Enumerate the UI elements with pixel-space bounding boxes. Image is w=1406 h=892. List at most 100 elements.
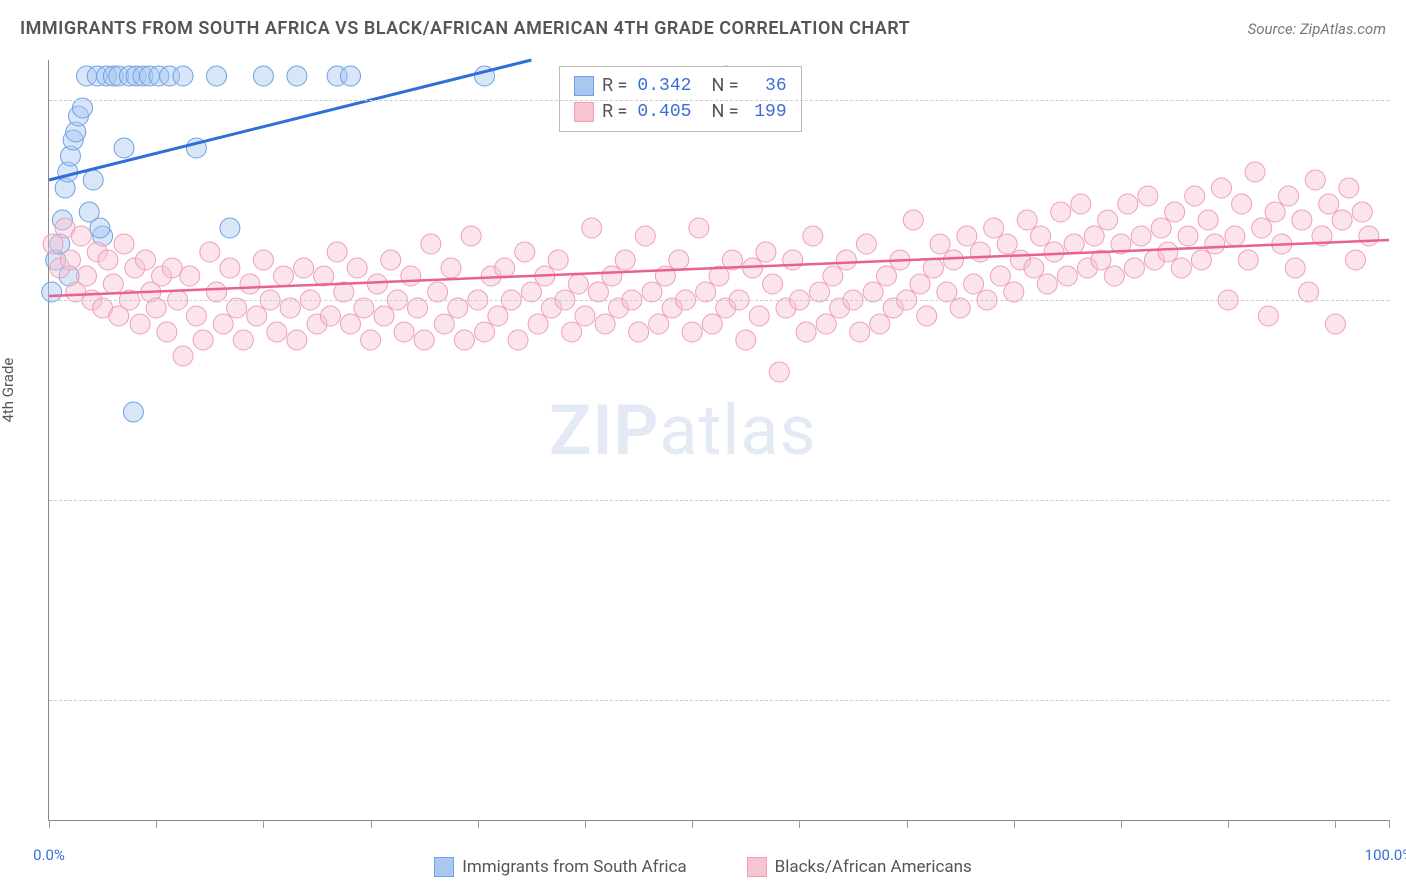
data-point: [950, 298, 970, 318]
data-point: [702, 314, 722, 334]
data-point: [528, 314, 548, 334]
data-point: [682, 322, 702, 342]
data-point: [341, 66, 361, 86]
data-point: [749, 306, 769, 326]
data-point: [756, 242, 776, 262]
x-tick: [799, 820, 800, 828]
x-tick: [692, 820, 693, 828]
data-point: [548, 250, 568, 270]
data-point: [207, 282, 227, 302]
data-point: [401, 266, 421, 286]
data-point: [253, 250, 273, 270]
data-point: [937, 282, 957, 302]
x-tick: [1014, 820, 1015, 828]
y-tick-label: 97.5%: [1394, 291, 1406, 309]
data-point: [1165, 202, 1185, 222]
data-point: [454, 330, 474, 350]
legend-label: Blacks/African Americans: [775, 857, 972, 877]
bottom-legend-item: Immigrants from South Africa: [434, 857, 686, 877]
data-point: [103, 274, 123, 294]
data-point: [180, 266, 200, 286]
data-point: [1017, 210, 1037, 230]
data-point: [816, 314, 836, 334]
x-tick: [263, 820, 264, 828]
data-point: [1205, 234, 1225, 254]
data-point: [42, 282, 62, 302]
data-point: [1359, 226, 1379, 246]
data-point: [970, 242, 990, 262]
data-point: [320, 306, 340, 326]
data-point: [736, 330, 756, 350]
data-point: [123, 402, 143, 422]
data-point: [642, 282, 662, 302]
chart-container: IMMIGRANTS FROM SOUTH AFRICA VS BLACK/AF…: [0, 0, 1406, 892]
data-point: [649, 314, 669, 334]
legend-r-label: R =: [602, 73, 627, 99]
data-point: [434, 314, 454, 334]
data-point: [220, 218, 240, 238]
data-point: [1232, 194, 1252, 214]
data-point: [602, 266, 622, 286]
data-point: [98, 250, 118, 270]
data-point: [274, 266, 294, 286]
data-point: [421, 234, 441, 254]
stats-legend: R =0.342N =36R =0.405N =199: [559, 66, 802, 132]
data-point: [253, 66, 273, 86]
data-point: [1332, 210, 1352, 230]
data-point: [77, 266, 97, 286]
data-point: [461, 226, 481, 246]
data-point: [1118, 194, 1138, 214]
data-point: [1064, 234, 1084, 254]
data-point: [1031, 226, 1051, 246]
legend-swatch: [747, 857, 767, 877]
plot-svg: [49, 60, 1389, 820]
data-point: [146, 298, 166, 318]
x-tick: [1389, 820, 1390, 828]
data-point: [381, 250, 401, 270]
data-point: [1131, 226, 1151, 246]
data-point: [823, 266, 843, 286]
data-point: [877, 266, 897, 286]
data-point: [240, 274, 260, 294]
data-point: [910, 274, 930, 294]
data-point: [568, 274, 588, 294]
x-tick: [49, 820, 50, 828]
data-point: [796, 322, 816, 342]
data-point: [1024, 258, 1044, 278]
gridline: [49, 500, 1389, 501]
data-point: [267, 322, 287, 342]
data-point: [173, 346, 193, 366]
data-point: [1325, 314, 1345, 334]
legend-n-value: 36: [747, 73, 787, 99]
data-point: [173, 66, 193, 86]
data-point: [1198, 210, 1218, 230]
data-point: [280, 298, 300, 318]
data-point: [669, 250, 689, 270]
data-point: [1178, 226, 1198, 246]
plot-area: ZIPatlas R =0.342N =36R =0.405N =199 92.…: [48, 60, 1389, 821]
data-point: [341, 314, 361, 334]
data-point: [588, 282, 608, 302]
data-point: [1084, 226, 1104, 246]
data-point: [130, 314, 150, 334]
legend-r-label: R =: [602, 99, 627, 125]
data-point: [629, 322, 649, 342]
data-point: [1104, 266, 1124, 286]
data-point: [1158, 242, 1178, 262]
legend-row: R =0.342N =36: [574, 73, 787, 99]
data-point: [635, 226, 655, 246]
data-point: [408, 298, 428, 318]
data-point: [73, 98, 93, 118]
data-point: [220, 258, 240, 278]
data-point: [1004, 282, 1024, 302]
data-point: [1037, 274, 1057, 294]
data-point: [367, 274, 387, 294]
legend-n-label: N =: [711, 99, 738, 125]
data-point: [575, 306, 595, 326]
data-point: [213, 314, 233, 334]
data-point: [803, 226, 823, 246]
gridline: [49, 700, 1389, 701]
data-point: [582, 218, 602, 238]
data-point: [689, 218, 709, 238]
data-point: [347, 258, 367, 278]
